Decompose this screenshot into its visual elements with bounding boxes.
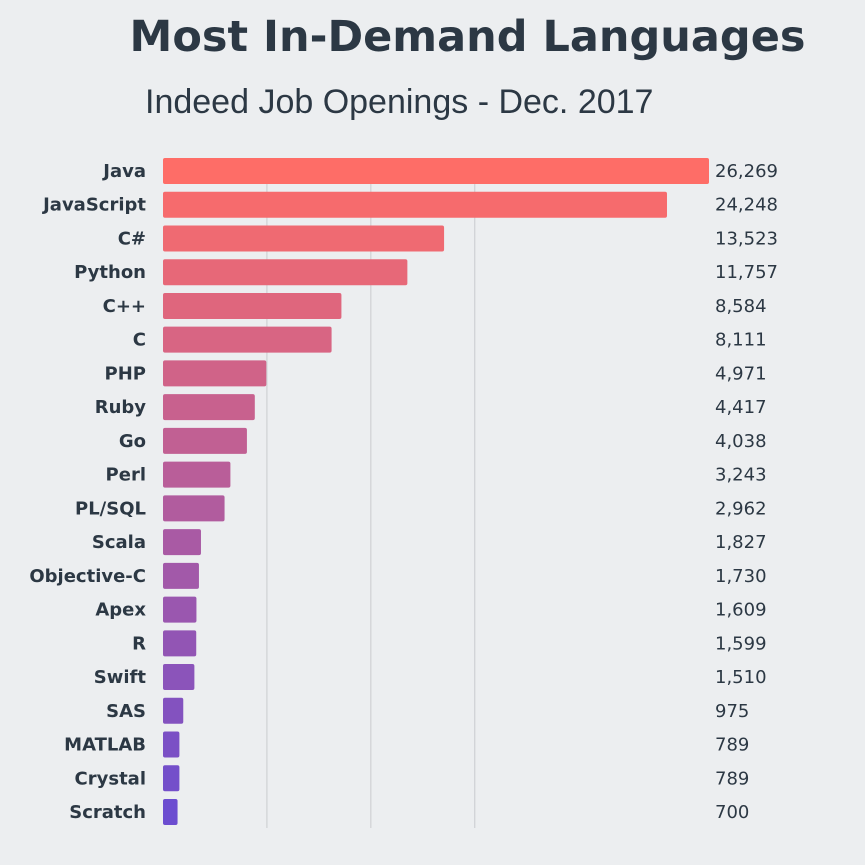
category-label: C++: [103, 296, 146, 317]
value-label: 3,243: [715, 465, 767, 486]
value-label: 789: [715, 735, 749, 756]
value-label: 8,584: [715, 296, 767, 317]
bar-apex: [163, 596, 197, 623]
value-label: 700: [715, 802, 749, 823]
bar-ruby: [163, 394, 255, 421]
bar-objective-c: [163, 562, 199, 589]
value-labels: 26,269 24,248 13,523 11,757 8,584 8,111 4,971 4…: [715, 161, 778, 823]
bar-python: [163, 259, 408, 286]
value-label: 1,827: [715, 532, 767, 553]
category-label: SAS: [106, 701, 146, 722]
value-label: 11,757: [715, 262, 778, 283]
value-label: 1,730: [715, 566, 767, 587]
category-label: Java: [101, 161, 146, 182]
bar-c: [163, 225, 445, 252]
category-labels: Java JavaScript C# Python C++ C PHP Ruby Go Perl P…: [29, 161, 146, 823]
value-label: 24,248: [715, 195, 778, 216]
category-label: R: [132, 633, 146, 654]
category-label: Perl: [106, 465, 146, 486]
value-label: 8,111: [715, 330, 767, 351]
value-label: 26,269: [715, 161, 778, 182]
bar-c: [163, 326, 332, 353]
value-label: 1,510: [715, 667, 767, 688]
category-label: Apex: [95, 600, 146, 621]
category-label: Ruby: [95, 397, 147, 418]
bar-pl-sql: [163, 495, 225, 522]
category-label: Crystal: [75, 768, 146, 789]
bar-go: [163, 427, 247, 454]
category-label: Go: [119, 431, 146, 452]
bar-c: [163, 292, 342, 319]
bar-javascript: [163, 191, 667, 218]
category-label: PL/SQL: [75, 498, 146, 519]
gridlines: [266, 158, 476, 828]
category-label: Swift: [94, 667, 147, 688]
chart-title: Most In-Demand Languages: [129, 12, 806, 62]
value-label: 789: [715, 768, 749, 789]
bar-matlab: [163, 731, 180, 758]
category-label: Scratch: [69, 802, 146, 823]
category-label: C#: [118, 228, 146, 249]
category-label: PHP: [105, 363, 146, 384]
bar-scratch: [163, 799, 178, 825]
value-label: 2,962: [715, 498, 767, 519]
chart-subtitle: Indeed Job Openings - Dec. 2017: [145, 83, 654, 121]
bar-scala: [163, 529, 201, 556]
bar-swift: [163, 664, 195, 691]
bar-php: [163, 360, 267, 387]
category-label: JavaScript: [41, 195, 146, 216]
value-label: 1,599: [715, 633, 767, 654]
category-label: Scala: [92, 532, 146, 553]
bar-perl: [163, 461, 231, 488]
value-label: 4,971: [715, 363, 767, 384]
value-label: 13,523: [715, 228, 778, 249]
value-label: 4,038: [715, 431, 767, 452]
bars: [163, 158, 709, 825]
category-label: MATLAB: [64, 735, 146, 756]
value-label: 4,417: [715, 397, 767, 418]
bar-java: [163, 158, 709, 184]
value-label: 975: [715, 701, 749, 722]
value-label: 1,609: [715, 600, 767, 621]
category-label: Objective-C: [29, 566, 146, 587]
bar-crystal: [163, 765, 180, 792]
category-label: C: [133, 330, 146, 351]
bar-sas: [163, 697, 184, 724]
category-label: Python: [74, 262, 146, 283]
bar-r: [163, 630, 197, 657]
